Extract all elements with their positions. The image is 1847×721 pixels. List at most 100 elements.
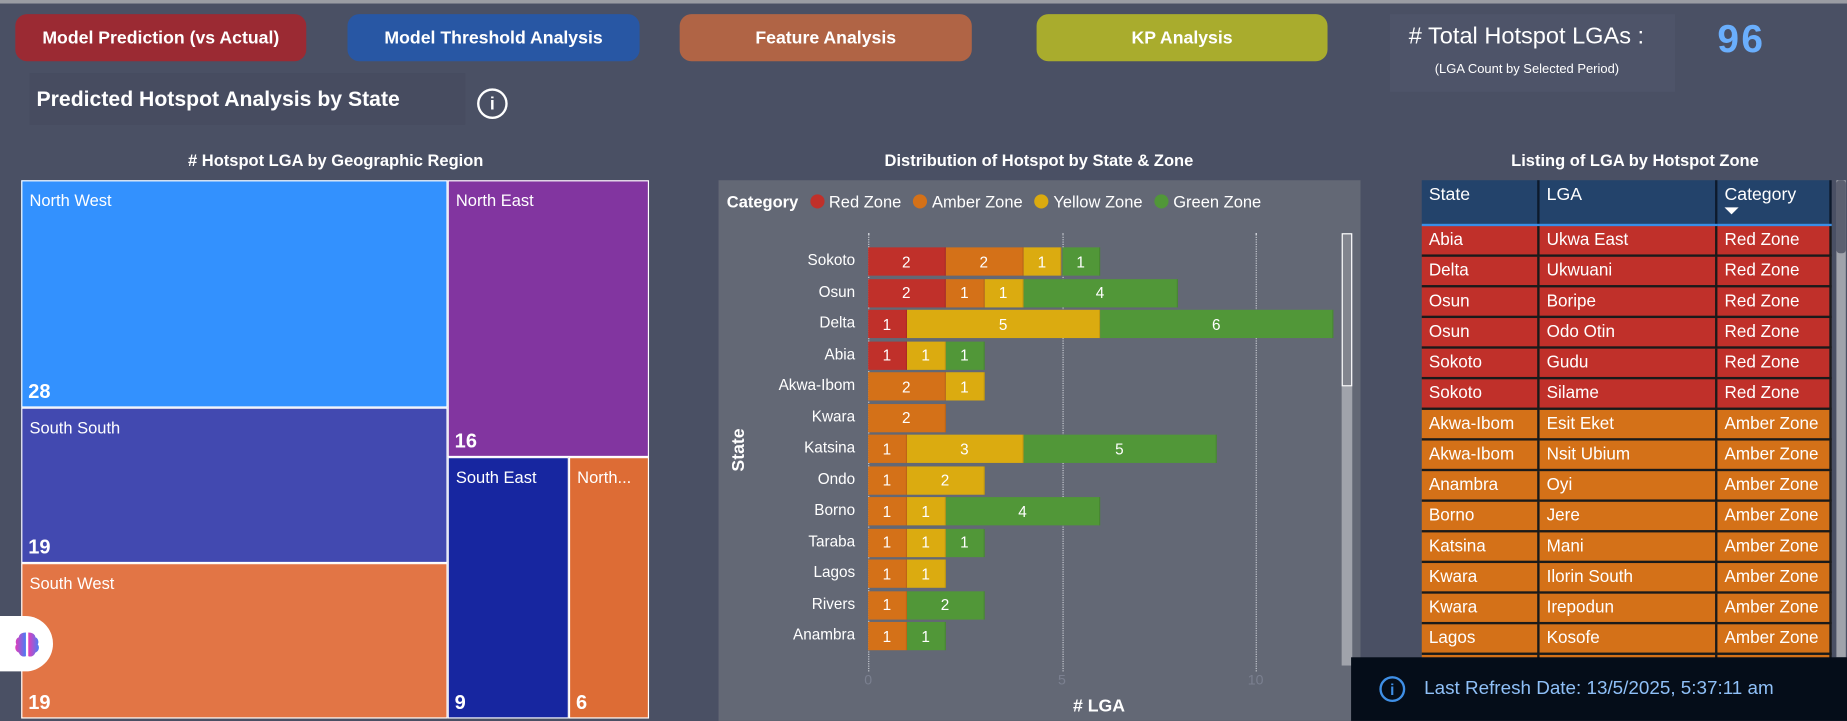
table-row[interactable]: Lagos Kosofe Amber Zone <box>1421 623 1832 655</box>
legend-item[interactable]: Yellow Zone <box>1053 192 1143 211</box>
bar-segment[interactable]: 1 <box>868 465 907 495</box>
data-label: 2 <box>940 596 950 614</box>
data-label: 2 <box>940 471 950 489</box>
copilot-button[interactable] <box>0 616 54 672</box>
table-row[interactable]: Katsina Mani Amber Zone <box>1421 531 1832 564</box>
bar-segment[interactable]: 1 <box>868 528 907 557</box>
bar-segment[interactable]: 1 <box>906 621 946 651</box>
data-label: 1 <box>960 377 969 396</box>
legend-item[interactable]: Amber Zone <box>931 192 1023 211</box>
column-header-state[interactable]: State <box>1421 180 1540 227</box>
data-label: 2 <box>979 252 989 271</box>
cell-lga: Esit Eket <box>1538 408 1718 441</box>
table-row[interactable]: Abia Ukwa East Red Zone <box>1421 224 1832 257</box>
treemap-tile[interactable]: North... 6 <box>568 457 650 719</box>
chart-scrollbar[interactable] <box>1341 233 1353 666</box>
bar-segment[interactable]: 5 <box>1023 434 1217 463</box>
bar-segment[interactable]: 2 <box>868 372 946 401</box>
bar-segment[interactable]: 2 <box>868 247 946 276</box>
column-header-category[interactable]: Category <box>1716 180 1832 227</box>
bar-segment[interactable]: 1 <box>906 528 946 557</box>
data-label: 1 <box>1037 252 1047 271</box>
table-row[interactable]: Akwa-Ibom Esit Eket Amber Zone <box>1421 408 1832 441</box>
gridline <box>1255 233 1257 672</box>
data-label: 2 <box>902 377 911 396</box>
bar-segment[interactable]: 1 <box>1023 247 1062 276</box>
bar-segment[interactable]: 4 <box>945 497 1101 526</box>
treemap-tile[interactable]: South East 9 <box>447 457 569 719</box>
feature-analysis-button[interactable]: Feature Analysis <box>679 14 972 62</box>
table-row[interactable]: Borno Jere Amber Zone <box>1421 500 1832 533</box>
cell-state: Akwa-Ibom <box>1421 439 1540 472</box>
model-prediction-button[interactable]: Model Prediction (vs Actual) <box>15 14 307 62</box>
cell-state: Anambra <box>1421 469 1540 502</box>
chart-scrollbar-thumb[interactable] <box>1341 233 1353 387</box>
legend-item[interactable]: Red Zone <box>828 192 902 211</box>
chart-legend: Category Red Zone Amber Zone Yellow Zone Gr… <box>727 192 1261 211</box>
bar-segment[interactable]: 6 <box>1100 309 1334 339</box>
tile-value: 19 <box>28 535 51 559</box>
cell-lga: Nsit Ubium <box>1538 439 1718 472</box>
bar-segment[interactable]: 2 <box>906 465 985 495</box>
cell-category: Red Zone <box>1716 286 1832 319</box>
kp-analysis-button[interactable]: KP Analysis <box>1036 14 1328 62</box>
legend-item[interactable]: Green Zone <box>1173 192 1262 211</box>
table-row[interactable]: Kwara Irepodun Amber Zone <box>1421 592 1832 625</box>
kpi-value: 96 <box>1717 16 1766 61</box>
tile-value: 9 <box>454 691 466 714</box>
tile-value: 19 <box>28 691 51 714</box>
bar-segment[interactable]: 1 <box>868 497 907 526</box>
bar-segment[interactable]: 1 <box>945 528 985 557</box>
bar-segment[interactable]: 1 <box>868 590 907 620</box>
model-threshold-button[interactable]: Model Threshold Analysis <box>347 14 640 62</box>
treemap-tile[interactable]: North West 28 <box>21 180 448 408</box>
bar-segment[interactable]: 1 <box>945 341 985 370</box>
bar-segment[interactable]: 3 <box>906 434 1024 463</box>
y-tick-label: Rivers <box>811 594 856 612</box>
bar-segment[interactable]: 1 <box>868 621 907 651</box>
bar-segment[interactable]: 1 <box>868 341 907 370</box>
table-scrollbar-thumb[interactable] <box>1836 180 1846 254</box>
treemap-tile[interactable]: South West 19 <box>21 563 448 719</box>
y-tick-label: Lagos <box>813 563 856 581</box>
table-row[interactable]: Sokoto Gudu Red Zone <box>1421 347 1832 380</box>
table-row[interactable]: Delta Ukwuani Red Zone <box>1421 255 1832 288</box>
table-row[interactable]: Anambra Oyi Amber Zone <box>1421 469 1832 502</box>
bar-segment[interactable]: 1 <box>945 278 985 307</box>
bar-segment[interactable]: 1 <box>906 497 946 526</box>
bar-segment[interactable]: 5 <box>906 309 1101 339</box>
bar-segment[interactable]: 1 <box>868 434 907 463</box>
bar-segment[interactable]: 4 <box>1023 278 1179 307</box>
bar-segment[interactable]: 1 <box>868 309 907 339</box>
table-scrollbar[interactable] <box>1836 180 1846 658</box>
bar-segment[interactable]: 1 <box>984 278 1024 307</box>
bar-segment[interactable]: 1 <box>945 372 985 401</box>
column-header-lga[interactable]: LGA <box>1538 180 1718 227</box>
cell-lga: Oyi <box>1538 469 1718 502</box>
bar-segment[interactable]: 1 <box>906 559 946 588</box>
bar-segment[interactable]: 1 <box>868 559 907 588</box>
data-label: 5 <box>1115 439 1124 458</box>
bar-segment[interactable]: 2 <box>868 278 946 307</box>
info-circle-icon[interactable]: i <box>477 88 508 119</box>
y-tick-label: Anambra <box>793 625 856 644</box>
cell-state: Sokoto <box>1421 347 1540 380</box>
bar-segment[interactable]: 1 <box>1061 247 1101 276</box>
table-row[interactable]: Akwa-Ibom Nsit Ubium Amber Zone <box>1421 439 1832 472</box>
table-row[interactable]: Osun Odo Otin Red Zone <box>1421 316 1832 349</box>
bar-segment[interactable]: 1 <box>906 341 946 370</box>
title-box <box>29 73 466 125</box>
treemap-tile[interactable]: South South 19 <box>21 407 448 564</box>
treemap-tile[interactable]: North East 16 <box>447 180 650 458</box>
table-row[interactable]: Kwara Ilorin South Amber Zone <box>1421 561 1832 594</box>
table-row[interactable]: Osun Boripe Red Zone <box>1421 286 1832 319</box>
table-row[interactable]: Sokoto Silame Red Zone <box>1421 378 1832 410</box>
bar-segment[interactable]: 2 <box>868 403 946 432</box>
cell-category: Red Zone <box>1716 378 1832 410</box>
cell-category: Amber Zone <box>1716 469 1832 502</box>
bar-segment[interactable]: 2 <box>906 590 985 620</box>
x-axis-label: # LGA <box>1072 696 1126 717</box>
data-label: 1 <box>921 346 930 364</box>
bar-segment[interactable]: 2 <box>945 247 1024 276</box>
